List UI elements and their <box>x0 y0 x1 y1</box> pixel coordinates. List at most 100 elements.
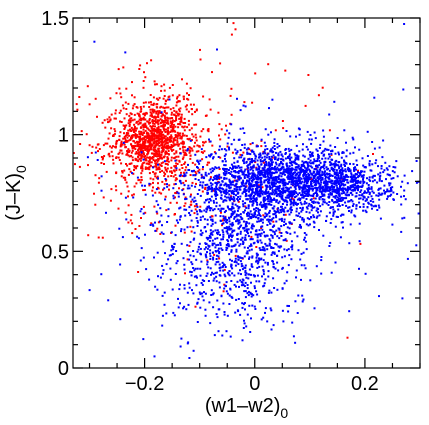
data-point <box>380 193 383 196</box>
data-point <box>191 263 194 266</box>
data-point <box>324 177 327 180</box>
data-point <box>161 224 163 227</box>
data-point <box>302 251 305 254</box>
data-point <box>163 144 166 147</box>
data-point <box>380 167 383 170</box>
data-point <box>271 146 274 149</box>
data-point <box>284 168 286 171</box>
data-point <box>247 235 250 238</box>
data-point <box>350 178 353 181</box>
data-point <box>206 263 209 266</box>
data-point <box>281 256 284 259</box>
data-point <box>396 193 399 195</box>
data-point <box>155 135 158 138</box>
data-point <box>337 190 340 192</box>
data-point <box>278 195 281 198</box>
data-point <box>159 111 161 114</box>
data-point <box>348 169 350 172</box>
data-point <box>263 141 266 144</box>
data-point <box>373 96 376 99</box>
data-point <box>274 192 277 195</box>
data-point <box>216 176 219 179</box>
data-point <box>131 149 134 152</box>
data-point <box>209 216 212 219</box>
data-point <box>257 207 260 210</box>
data-point <box>244 205 247 208</box>
data-point <box>172 246 175 249</box>
data-point <box>200 229 202 232</box>
data-point <box>172 175 175 178</box>
data-point <box>243 229 246 232</box>
data-point <box>166 131 169 134</box>
data-point <box>203 201 206 204</box>
data-point <box>368 176 371 179</box>
data-point <box>164 153 167 155</box>
data-point <box>138 130 141 133</box>
data-point <box>283 248 286 251</box>
data-point <box>293 171 295 174</box>
data-point <box>247 273 250 276</box>
data-point <box>270 253 273 256</box>
data-point <box>263 196 266 199</box>
data-point <box>139 143 142 146</box>
data-point <box>222 188 225 191</box>
data-point <box>184 196 187 199</box>
data-point <box>193 145 196 148</box>
data-point <box>234 28 237 31</box>
data-point <box>312 200 315 203</box>
data-point <box>218 286 221 289</box>
data-point <box>237 310 240 313</box>
data-point <box>170 249 173 252</box>
data-point <box>366 206 369 208</box>
data-point <box>345 194 348 197</box>
data-point <box>141 163 144 166</box>
data-point <box>279 172 282 175</box>
data-point <box>186 226 189 229</box>
data-point <box>297 179 300 181</box>
data-point <box>340 165 343 168</box>
data-point <box>381 156 384 159</box>
data-point <box>179 152 182 155</box>
data-point <box>142 118 145 121</box>
data-point <box>266 173 269 176</box>
data-point <box>164 252 166 255</box>
data-point <box>228 236 230 239</box>
data-point <box>201 231 204 234</box>
data-point <box>160 115 163 118</box>
data-point <box>337 175 340 178</box>
data-point <box>250 167 253 170</box>
data-point <box>236 218 239 221</box>
data-point <box>209 252 211 255</box>
data-point <box>299 258 302 261</box>
data-point <box>248 162 251 165</box>
data-point <box>270 200 273 203</box>
data-point <box>335 191 338 194</box>
data-point <box>243 170 246 173</box>
data-point <box>325 202 328 205</box>
data-point <box>273 148 276 150</box>
data-point <box>194 208 197 211</box>
data-point <box>262 270 265 273</box>
data-point <box>236 186 239 188</box>
data-point <box>130 113 133 116</box>
data-point <box>190 219 193 222</box>
data-point <box>315 168 318 171</box>
data-point <box>250 273 252 276</box>
data-point <box>142 143 145 146</box>
data-point <box>132 104 135 107</box>
data-point <box>267 176 270 179</box>
data-point <box>306 207 309 210</box>
data-point <box>286 169 289 172</box>
data-point <box>103 163 105 165</box>
data-point <box>341 221 344 224</box>
data-point <box>128 114 131 117</box>
data-point <box>368 164 371 167</box>
data-point <box>271 161 274 164</box>
data-point <box>171 94 174 97</box>
data-point <box>184 161 187 164</box>
data-point <box>392 166 395 168</box>
data-point <box>315 148 318 151</box>
data-point <box>253 184 256 187</box>
data-point <box>330 182 333 185</box>
data-point <box>181 134 184 137</box>
